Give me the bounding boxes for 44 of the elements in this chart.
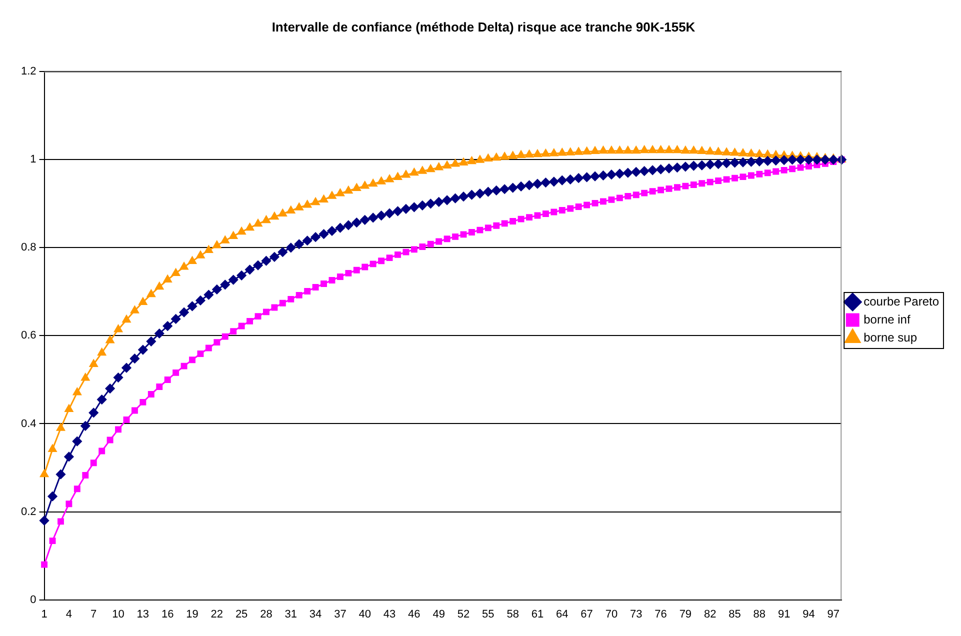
x-tick-label: 58 [506,608,519,620]
x-tick-label: 61 [531,608,544,620]
x-tick-label: 28 [260,608,272,620]
legend-label: borne inf [864,312,911,326]
legend-label: courbe Pareto [864,294,940,308]
x-tick-label: 7 [90,608,97,620]
x-tick-label: 73 [630,608,642,620]
x-tick-label: 31 [284,608,298,620]
y-tick-label: 1 [30,154,36,166]
x-tick-label: 64 [556,608,568,620]
x-tick-label: 46 [408,608,420,620]
x-tick-label: 10 [112,608,124,620]
x-tick-label: 82 [704,608,716,620]
x-tick-label: 97 [827,608,840,620]
x-tick-label: 91 [778,608,790,620]
x-tick-label: 16 [161,608,174,620]
legend-label: borne sup [864,330,918,344]
x-tick-label: 79 [679,608,692,620]
x-tick-label: 70 [605,608,618,620]
y-tick-label: 0.8 [20,242,36,254]
y-tick-label: 0 [30,594,36,606]
x-tick-label: 55 [482,608,494,620]
x-tick-label: 43 [383,608,396,620]
x-tick-label: 19 [186,608,198,620]
x-tick-label: 52 [457,608,470,620]
y-tick-label: 1.2 [20,66,36,78]
x-tick-label: 4 [66,608,72,620]
x-tick-label: 40 [358,608,371,620]
chart-title: Intervalle de confiance (méthode Delta) risque ace tranche 90K-155K [272,19,696,34]
x-tick-label: 85 [728,608,741,620]
x-tick-label: 37 [334,608,346,620]
y-tick-label: 0.6 [20,330,36,342]
x-tick-label: 34 [309,608,322,620]
x-tick-label: 13 [136,608,150,620]
y-tick-label: 0.4 [20,418,36,430]
x-tick-label: 76 [654,608,667,620]
x-tick-label: 88 [753,608,766,620]
x-tick-label: 94 [802,608,815,620]
x-tick-label: 25 [235,608,248,620]
y-tick-label: 0.2 [20,506,36,518]
x-tick-label: 49 [432,608,445,620]
x-tick-label: 1 [41,608,48,620]
x-tick-label: 22 [210,608,224,620]
x-tick-label: 67 [580,608,593,620]
